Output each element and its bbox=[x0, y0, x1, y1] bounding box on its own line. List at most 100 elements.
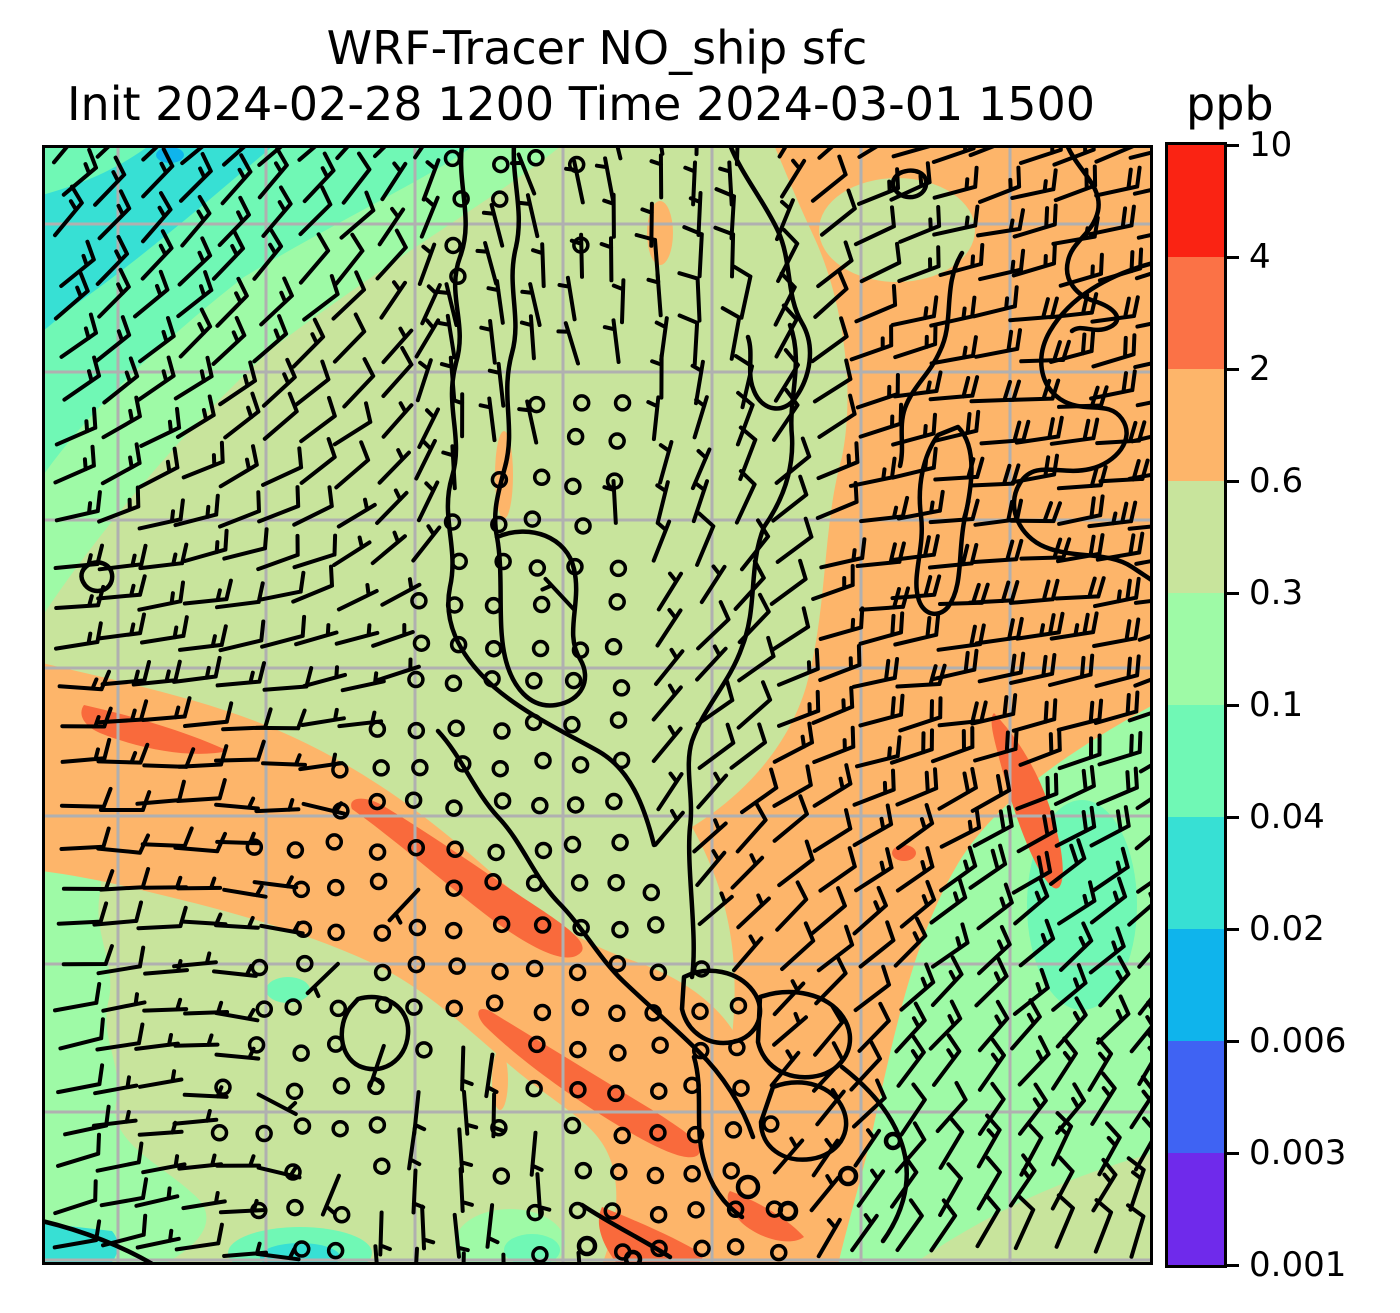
wind-barb bbox=[334, 232, 365, 286]
wind-barb bbox=[62, 355, 101, 402]
wind-barb bbox=[1136, 232, 1153, 240]
wind-barb bbox=[854, 847, 894, 893]
wind-barb bbox=[1057, 494, 1105, 526]
wind-barb bbox=[485, 1203, 500, 1249]
wind-barb bbox=[859, 495, 910, 524]
wind-barb bbox=[556, 321, 580, 366]
colorbar-segment bbox=[1168, 257, 1224, 369]
wind-barb bbox=[929, 877, 968, 925]
wind-barb bbox=[215, 276, 249, 328]
calm-wind-circle bbox=[410, 592, 428, 610]
wind-barb bbox=[691, 479, 709, 524]
wind-barb bbox=[695, 679, 735, 727]
wind-barb bbox=[381, 326, 414, 365]
calm-wind-circle bbox=[493, 792, 512, 810]
wind-barb bbox=[61, 869, 115, 891]
wind-barb bbox=[978, 165, 1022, 204]
wind-barb bbox=[815, 1088, 846, 1127]
wind-barb bbox=[695, 511, 716, 567]
wind-barb bbox=[138, 316, 176, 364]
wind-barb bbox=[131, 659, 182, 687]
calm-wind-circle bbox=[449, 267, 467, 286]
wind-barb bbox=[256, 1164, 302, 1180]
wind-barb bbox=[737, 635, 776, 683]
wind-barb bbox=[254, 708, 307, 731]
wind-barb bbox=[938, 243, 985, 277]
wind-barb bbox=[1049, 838, 1087, 886]
wind-barb bbox=[1058, 252, 1104, 288]
wind-barb bbox=[140, 696, 192, 722]
calm-wind-circle bbox=[566, 427, 585, 446]
wind-barb bbox=[1090, 295, 1140, 324]
wind-barb bbox=[261, 753, 307, 767]
wind-barb bbox=[172, 1109, 219, 1126]
wind-barb bbox=[893, 613, 941, 647]
wind-barb bbox=[1057, 880, 1097, 926]
wind-barb bbox=[1097, 247, 1144, 283]
calm-wind-circle bbox=[494, 552, 512, 571]
wind-barb bbox=[1053, 164, 1098, 203]
wind-barb bbox=[179, 152, 213, 203]
wind-barb bbox=[817, 393, 857, 439]
wind-barb bbox=[439, 355, 457, 402]
wind-barb bbox=[486, 279, 505, 325]
wind-barb bbox=[777, 839, 815, 888]
wind-barb bbox=[53, 982, 102, 1013]
wind-barb bbox=[892, 370, 943, 399]
wind-barb bbox=[682, 225, 704, 279]
wind-barb bbox=[54, 584, 106, 610]
wind-barb bbox=[181, 440, 225, 480]
wind-barb bbox=[291, 317, 326, 369]
wind-barb bbox=[740, 518, 771, 572]
wind-barb bbox=[487, 361, 506, 408]
wind-barb bbox=[101, 395, 142, 440]
wind-barb bbox=[339, 190, 376, 240]
wind-barb bbox=[772, 979, 806, 1017]
wind-barb bbox=[810, 886, 847, 935]
wind-barb bbox=[1054, 576, 1106, 601]
wind-barb bbox=[1049, 417, 1100, 446]
calm-wind-circle bbox=[332, 1206, 351, 1224]
wind-barb bbox=[141, 147, 175, 199]
calm-wind-circle bbox=[493, 722, 511, 740]
calm-wind-circle bbox=[483, 670, 501, 688]
wind-barb bbox=[142, 997, 189, 1013]
colorbar-tick bbox=[1224, 255, 1239, 259]
wind-barb bbox=[97, 543, 148, 572]
wind-barb bbox=[332, 535, 372, 567]
wind-barb bbox=[1056, 533, 1105, 564]
wind-barb bbox=[215, 661, 266, 688]
calm-wind-circle bbox=[726, 1200, 745, 1219]
wind-barb bbox=[858, 611, 905, 646]
wind-barb bbox=[100, 660, 151, 687]
wind-barb bbox=[1132, 187, 1153, 196]
wind-barb bbox=[696, 600, 731, 651]
wind-barb bbox=[650, 353, 664, 400]
wind-barb bbox=[222, 884, 268, 899]
calm-wind-circle bbox=[412, 634, 431, 652]
calm-wind-circle bbox=[445, 879, 463, 897]
wind-barb bbox=[776, 647, 820, 687]
wind-barb bbox=[696, 771, 729, 810]
wind-barb bbox=[223, 391, 261, 440]
wind-barb bbox=[732, 934, 764, 973]
wind-barb bbox=[1011, 242, 1057, 278]
calm-wind-circle bbox=[611, 833, 629, 852]
calm-wind-circle bbox=[765, 1200, 784, 1218]
wind-barb bbox=[977, 651, 1026, 684]
wind-barb bbox=[96, 612, 146, 641]
wind-barb bbox=[858, 693, 905, 728]
wind-barb bbox=[377, 206, 406, 247]
calm-wind-circle bbox=[255, 1124, 273, 1143]
calm-wind-circle bbox=[284, 1163, 302, 1181]
wind-barb bbox=[61, 944, 114, 967]
wind-barb bbox=[91, 1109, 138, 1128]
wind-barb bbox=[858, 920, 896, 969]
calm-wind-circle bbox=[485, 994, 504, 1012]
wind-barb bbox=[414, 1246, 419, 1265]
wind-barb bbox=[1088, 926, 1126, 975]
wind-barb bbox=[928, 999, 963, 1051]
wind-barb bbox=[211, 315, 247, 366]
wind-barb bbox=[102, 356, 140, 405]
wind-barb bbox=[1137, 632, 1153, 642]
